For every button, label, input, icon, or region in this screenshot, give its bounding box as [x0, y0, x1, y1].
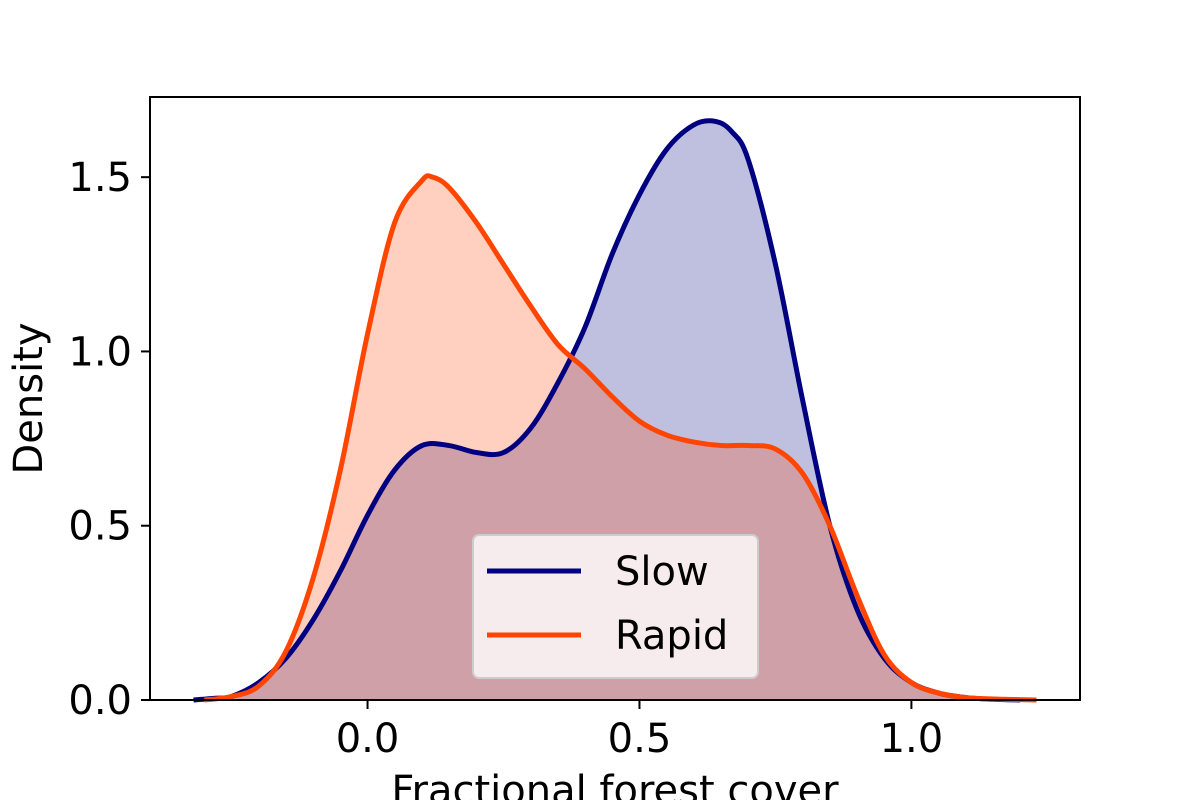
x-axis: 0.0 0.5 1.0 [336, 700, 943, 762]
legend-label-rapid: Rapid [615, 613, 728, 659]
y-tick-label: 0.0 [68, 678, 132, 724]
x-axis-title: Fractional forest cover [391, 768, 839, 800]
y-axis: 0.0 0.5 1.0 1.5 [68, 155, 150, 724]
y-tick-label: 0.5 [68, 504, 132, 550]
y-axis-title: Density [6, 322, 52, 474]
series-line-slow [193, 118, 1021, 703]
legend-label-slow: Slow [615, 549, 709, 595]
y-tick-label: 1.0 [68, 329, 132, 375]
legend: Slow Rapid [472, 534, 759, 679]
series-lines [193, 118, 1037, 703]
series-fill-rapid [204, 175, 1037, 700]
x-tick-label: 0.5 [608, 716, 672, 762]
y-tick-label: 1.5 [68, 155, 132, 201]
x-tick-label: 1.0 [880, 716, 944, 762]
plot-frame [149, 96, 1081, 701]
series-fill-slow [193, 120, 1021, 700]
series-line-rapid [204, 173, 1037, 703]
series-fills [193, 120, 1037, 700]
x-tick-label: 0.0 [336, 716, 400, 762]
